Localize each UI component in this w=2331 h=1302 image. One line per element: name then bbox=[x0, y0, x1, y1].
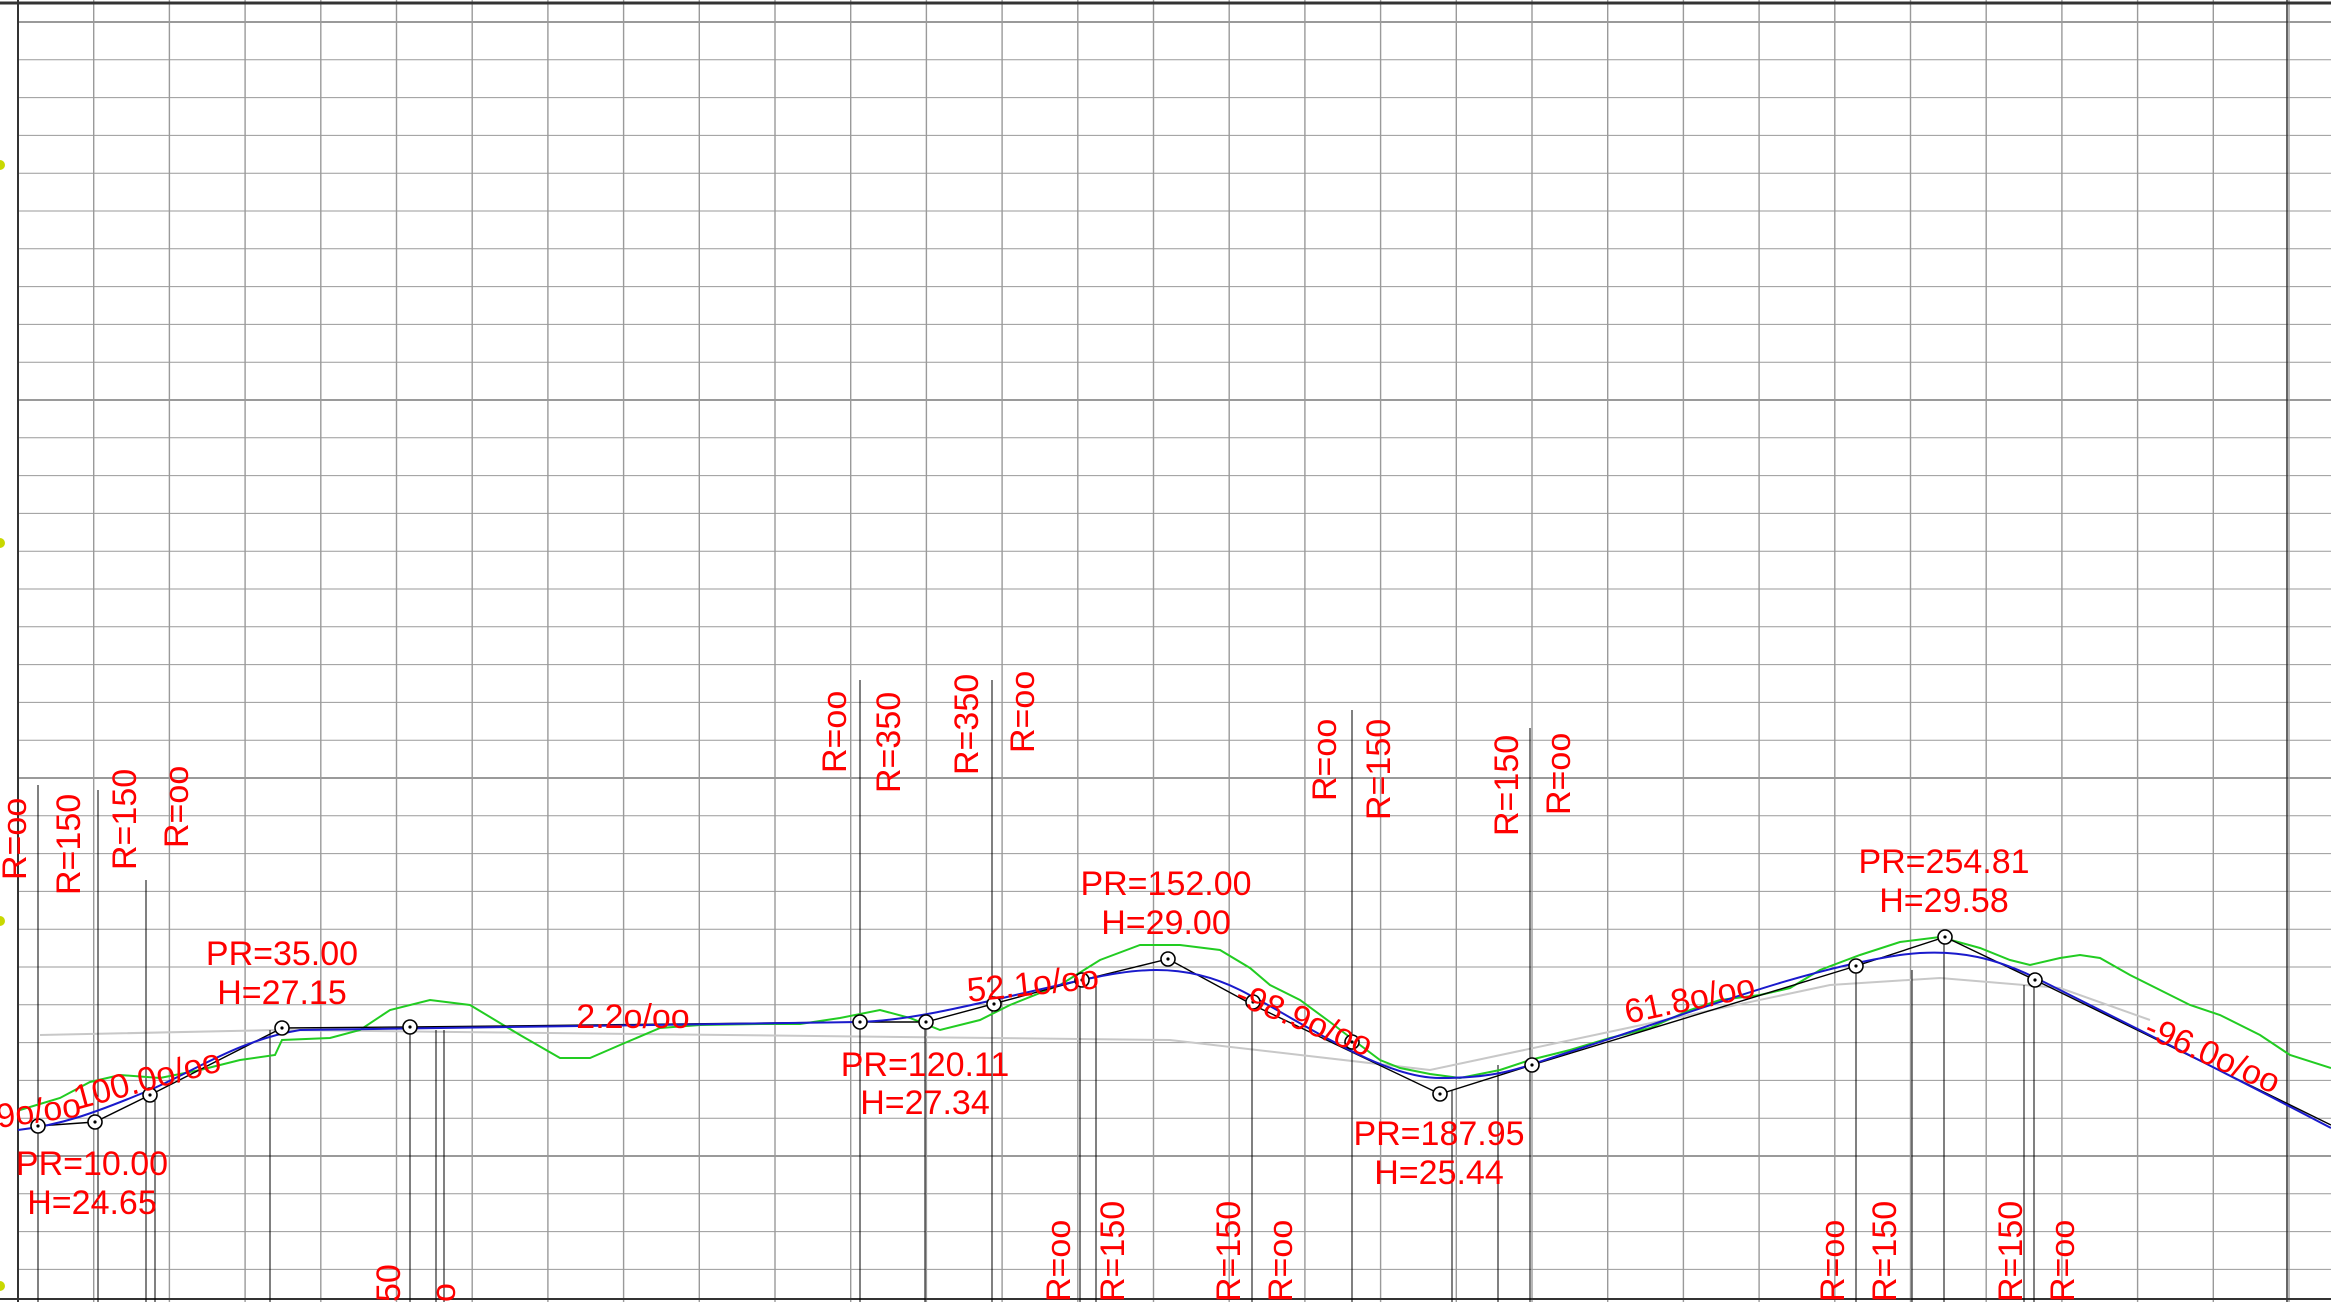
radius-label: R=150 bbox=[1210, 1201, 1248, 1302]
vertex-marker-dot bbox=[1943, 935, 1947, 939]
profile-lines bbox=[17, 680, 2331, 1302]
radius-label: R=150 bbox=[1992, 1201, 2030, 1302]
edge-mark bbox=[0, 160, 5, 170]
vertex-marker-dot bbox=[408, 1025, 412, 1029]
vertex-marker-dot bbox=[1438, 1092, 1442, 1096]
radius-label: R=150 bbox=[50, 794, 88, 895]
radius-label: R=oo bbox=[1814, 1220, 1852, 1302]
radius-label: R=150 bbox=[1360, 719, 1398, 820]
vertex-h-label: H=29.00 bbox=[1101, 904, 1231, 942]
vertex-h-label: H=27.15 bbox=[217, 974, 347, 1012]
vertex-marker-dot bbox=[1854, 964, 1858, 968]
grade-label: 2.2o/oo bbox=[576, 998, 689, 1036]
vertex-h-label: H=27.34 bbox=[860, 1084, 990, 1122]
vertex-h-label: H=25.44 bbox=[1374, 1154, 1504, 1192]
radius-label: R=350 bbox=[870, 692, 908, 793]
vertex-h-label: H=29.58 bbox=[1879, 882, 2009, 920]
radius-label: R=oo bbox=[1306, 719, 1344, 801]
terrain-line bbox=[19, 935, 2331, 1111]
radius-label: 50 bbox=[370, 1264, 408, 1302]
radius-label: R=150 bbox=[1488, 735, 1526, 836]
vertex-pr-label: PR=10.00 bbox=[16, 1145, 168, 1183]
tangent-polygon bbox=[37, 936, 2331, 1127]
vertex-marker-dot bbox=[858, 1020, 862, 1024]
vertex-marker-dot bbox=[148, 1093, 152, 1097]
radius-label: R=oo bbox=[816, 691, 854, 773]
vertex-marker-dot bbox=[1251, 1000, 1255, 1004]
vertex-pr-label: PR=187.95 bbox=[1353, 1115, 1524, 1153]
radius-label: R=oo bbox=[158, 766, 196, 848]
design-grade-line bbox=[17, 951, 2331, 1131]
radius-label: R=oo bbox=[1004, 671, 1042, 753]
edge-mark bbox=[0, 538, 5, 548]
vertex-marker-dot bbox=[93, 1120, 97, 1124]
radius-label: R=oo bbox=[1040, 1220, 1078, 1302]
vertex-marker-dot bbox=[1530, 1063, 1534, 1067]
radius-label: R=350 bbox=[948, 674, 986, 775]
edge-mark bbox=[0, 916, 5, 926]
grid bbox=[17, 0, 2331, 1302]
vertex-marker-dot bbox=[924, 1020, 928, 1024]
radius-label: R=150 bbox=[1866, 1201, 1904, 1302]
radius-label: R=oo bbox=[0, 798, 34, 880]
vertex-marker-dot bbox=[36, 1124, 40, 1128]
radius-label: R=150 bbox=[1094, 1201, 1132, 1302]
vertex-marker-dot bbox=[1080, 978, 1084, 982]
vertex-h-label: H=24.65 bbox=[27, 1184, 157, 1222]
radius-label: o bbox=[425, 1283, 463, 1302]
vertex-pr-label: PR=254.81 bbox=[1858, 843, 2029, 881]
vertex-marker-dot bbox=[1166, 957, 1170, 961]
annotation-labels: R=oo R=150 R=150 R=oo R=oo R=350 R=350 R… bbox=[0, 671, 2286, 1302]
radius-label: R=oo bbox=[1262, 1220, 1300, 1302]
vertex-pr-label: PR=35.00 bbox=[206, 935, 358, 973]
vertex-pr-label: PR=152.00 bbox=[1080, 865, 1251, 903]
vertex-marker-dot bbox=[1350, 1040, 1354, 1044]
reference-line bbox=[39, 976, 2151, 1072]
vertex-pr-label: PR=120.11 bbox=[841, 1046, 1010, 1084]
radius-label: R=oo bbox=[1540, 733, 1578, 815]
edge-mark bbox=[0, 1281, 5, 1291]
vertex-marker-dot bbox=[2033, 978, 2037, 982]
vertex-marker-dot bbox=[992, 1002, 996, 1006]
radius-label: R=150 bbox=[106, 769, 144, 870]
radius-label: R=oo bbox=[2044, 1220, 2082, 1302]
vertex-marker-dot bbox=[280, 1026, 284, 1030]
